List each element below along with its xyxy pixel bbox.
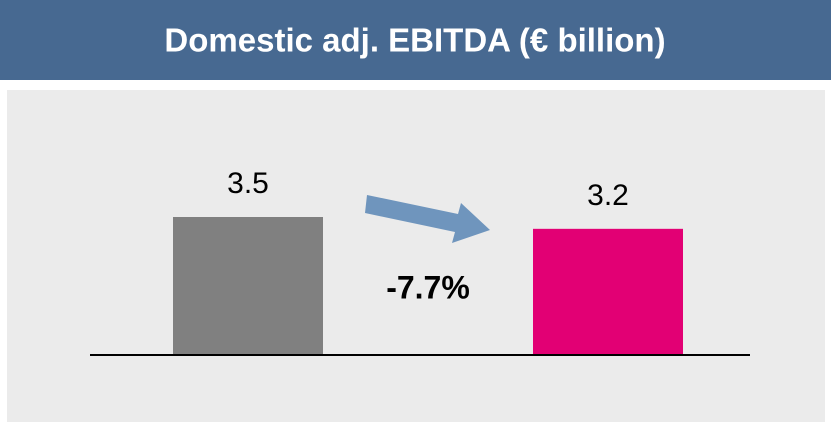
- bar: [173, 217, 323, 355]
- bar: [533, 228, 683, 355]
- change-arrow: [365, 195, 490, 243]
- header-band: [0, 0, 831, 80]
- data-label: 3.5: [227, 167, 269, 200]
- plot-panel: [7, 90, 825, 422]
- data-label: 3.2: [587, 179, 629, 212]
- chart-title: Domestic adj. EBITDA (€ billion): [164, 22, 665, 59]
- change-annotation: -7.7%: [386, 269, 470, 305]
